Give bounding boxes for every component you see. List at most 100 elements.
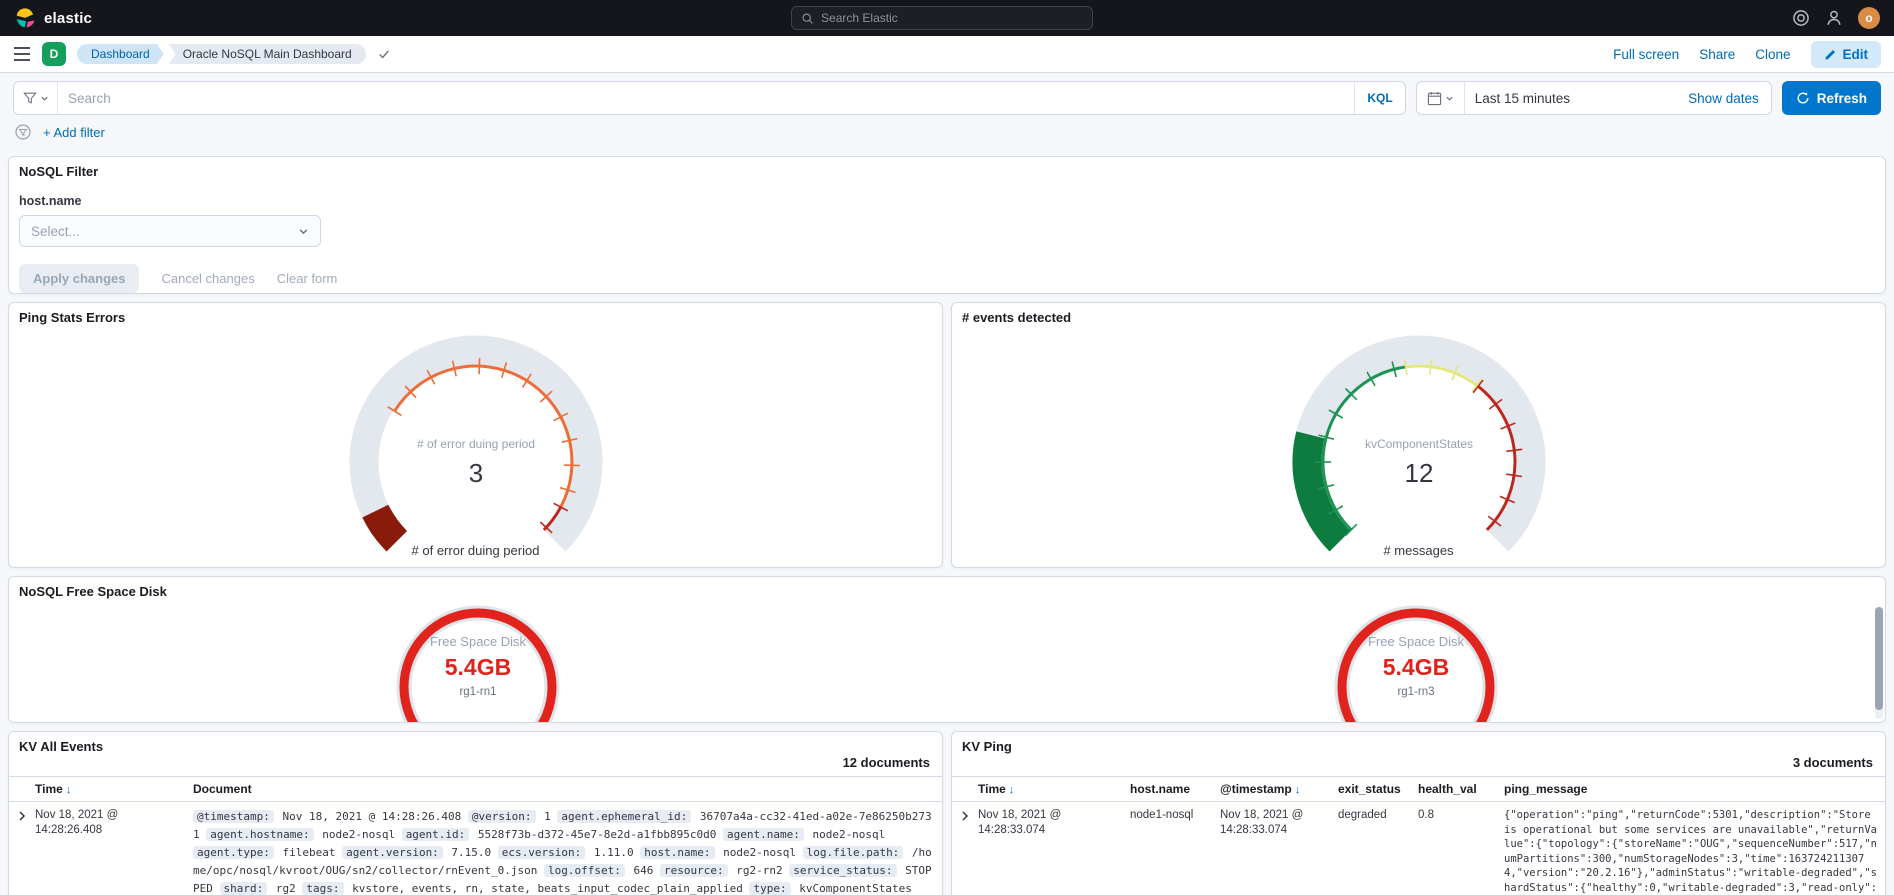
panel-scrollbar[interactable] bbox=[1875, 607, 1883, 719]
dashboard-nav-bar: D Dashboard Oracle NoSQL Main Dashboard … bbox=[0, 36, 1894, 73]
field-name-badge: @timestamp: bbox=[193, 810, 274, 823]
field-name-badge: log.file.path: bbox=[802, 846, 904, 859]
error-gauge-chart: # of error duing period 3 bbox=[349, 335, 602, 552]
gauge-axis-label: # messages bbox=[1383, 543, 1454, 558]
ping-table-row[interactable]: Nov 18, 2021 @ 14:28:33.074 node1-nosql … bbox=[952, 802, 1885, 895]
apply-changes-button[interactable]: Apply changes bbox=[19, 264, 140, 293]
dashboard-grid: NoSQL Filter host.name Select... Apply c… bbox=[0, 148, 1894, 895]
field-name-badge: agent.hostname: bbox=[206, 828, 314, 841]
refresh-icon bbox=[1797, 92, 1809, 104]
column-header-time[interactable]: Time ↓ bbox=[35, 782, 72, 796]
free-space-gauge-chart: Free Space Disk 5.4GB rg1-rn3 bbox=[1334, 605, 1498, 722]
chevron-down-icon bbox=[40, 96, 48, 101]
column-header--timestamp[interactable]: @timestamp ↓ bbox=[1220, 782, 1301, 796]
help-icon[interactable] bbox=[1792, 9, 1810, 27]
share-link[interactable]: Share bbox=[1699, 46, 1736, 62]
field-name-badge: agent.version: bbox=[342, 846, 443, 859]
field-name-badge: agent.type: bbox=[193, 846, 274, 859]
filter-funnel-icon bbox=[22, 92, 37, 104]
svg-text:kvComponentStates: kvComponentStates bbox=[1364, 437, 1472, 451]
exit-status-cell: degraded bbox=[1338, 809, 1387, 821]
field-name-badge: shard: bbox=[219, 882, 268, 895]
events-gauge-chart: kvComponentStates 12 bbox=[1292, 335, 1545, 552]
sort-desc-icon: ↓ bbox=[1294, 784, 1301, 796]
refresh-button[interactable]: Refresh bbox=[1781, 81, 1881, 115]
date-quick-select-button[interactable] bbox=[1417, 82, 1465, 114]
document-cell: @timestamp: Nov 18, 2021 @ 14:28:26.408 … bbox=[193, 810, 932, 895]
table-body: Nov 18, 2021 @ 14:28:26.408 @timestamp: … bbox=[9, 802, 942, 895]
host-name-select[interactable]: Select... bbox=[19, 215, 321, 247]
full-screen-link[interactable]: Full screen bbox=[1613, 46, 1680, 62]
kql-language-button[interactable]: KQL bbox=[1354, 82, 1404, 114]
column-header-health-val: health_val bbox=[1418, 782, 1477, 796]
field-name-badge: host.name: bbox=[640, 846, 715, 859]
elastic-brand[interactable]: elastic bbox=[14, 7, 92, 29]
field-name-badge: ecs.version: bbox=[497, 846, 586, 859]
saved-query-menu-button[interactable] bbox=[14, 82, 58, 114]
gauge-axis-label: # of error duing period bbox=[411, 543, 540, 558]
field-name-badge: agent.name: bbox=[722, 828, 804, 841]
edit-button[interactable]: Edit bbox=[1810, 40, 1881, 68]
search-query-input[interactable]: Search KQL bbox=[13, 81, 1406, 115]
panel-title: Ping Stats Errors bbox=[19, 310, 126, 325]
user-settings-icon[interactable] bbox=[1825, 9, 1843, 27]
scrollbar-thumb[interactable] bbox=[1875, 607, 1883, 711]
field-name-badge: type: bbox=[749, 882, 791, 895]
document-count: 12 documents bbox=[842, 755, 930, 770]
user-avatar[interactable]: o bbox=[1857, 7, 1880, 29]
global-filter-icon[interactable] bbox=[15, 124, 31, 140]
document-table-row[interactable]: Nov 18, 2021 @ 14:28:26.408 @timestamp: … bbox=[9, 802, 942, 895]
time-range-value[interactable]: Last 15 minutes bbox=[1474, 90, 1571, 106]
free-space-gauge: Free Space Disk 5.4GB rg1-rn3 bbox=[947, 600, 1885, 722]
refresh-button-label: Refresh bbox=[1816, 90, 1867, 106]
pencil-icon bbox=[1825, 49, 1835, 59]
brand-name: elastic bbox=[44, 9, 93, 27]
breadcrumb: Dashboard Oracle NoSQL Main Dashboard bbox=[77, 44, 391, 64]
saved-check-icon bbox=[378, 50, 389, 59]
search-placeholder: Search bbox=[68, 90, 111, 106]
panel-title: NoSQL Free Space Disk bbox=[19, 584, 167, 599]
panel-title: KV Ping bbox=[962, 739, 1012, 754]
chevron-right-icon bbox=[19, 811, 26, 821]
chevron-down-icon bbox=[1446, 96, 1453, 101]
date-picker: Last 15 minutes Show dates bbox=[1415, 81, 1772, 115]
add-filter-link[interactable]: + Add filter bbox=[43, 124, 105, 140]
menu-icon[interactable] bbox=[13, 47, 31, 61]
document-count: 3 documents bbox=[1792, 755, 1873, 770]
clone-link[interactable]: Clone bbox=[1755, 46, 1791, 62]
svg-text:5.4GB: 5.4GB bbox=[1383, 654, 1449, 680]
timestamp-cell: Nov 18, 2021 @ 14:28:33.074 bbox=[1220, 809, 1304, 836]
table-header: Time ↓ Document bbox=[9, 776, 942, 802]
breadcrumb-dashboard[interactable]: Dashboard bbox=[77, 44, 164, 64]
column-header-exit-status: exit_status bbox=[1338, 782, 1401, 796]
sort-desc-icon: ↓ bbox=[1008, 784, 1015, 796]
host-name-cell: node1-nosql bbox=[1130, 809, 1194, 821]
panel-title: # events detected bbox=[962, 310, 1072, 325]
global-search-input[interactable]: Search Elastic bbox=[791, 6, 1094, 30]
panel-kv-all-events: KV All Events 12 documents Time ↓ Document… bbox=[8, 731, 943, 895]
free-space-gauge: Free Space Disk 5.4GB rg1-rn1 bbox=[9, 600, 947, 722]
column-header-time[interactable]: Time ↓ bbox=[978, 782, 1015, 796]
cancel-changes-button[interactable]: Cancel changes bbox=[161, 271, 255, 286]
expand-row-button[interactable] bbox=[952, 808, 978, 822]
clear-form-button[interactable]: Clear form bbox=[276, 271, 338, 286]
column-header-document: Document bbox=[193, 782, 252, 796]
time-cell: Nov 18, 2021 @ 14:28:33.074 bbox=[978, 809, 1062, 836]
elastic-logo bbox=[16, 8, 35, 28]
expand-row-button[interactable] bbox=[9, 808, 35, 822]
svg-text:Free Space Disk: Free Space Disk bbox=[430, 634, 527, 649]
field-name-badge: agent.id: bbox=[401, 828, 470, 841]
space-avatar[interactable]: D bbox=[42, 42, 66, 66]
global-header: elastic Search Elastic o bbox=[0, 0, 1894, 36]
time-cell: Nov 18, 2021 @ 14:28:26.408 bbox=[35, 809, 119, 836]
global-search-placeholder: Search Elastic bbox=[821, 11, 898, 25]
show-dates-link[interactable]: Show dates bbox=[1688, 90, 1759, 106]
ping-message-cell: {"operation":"ping","returnCode":5301,"d… bbox=[1504, 809, 1877, 894]
edit-button-label: Edit bbox=[1842, 46, 1869, 62]
health-val-cell: 0.8 bbox=[1418, 809, 1434, 821]
field-name-badge: @version: bbox=[467, 810, 536, 823]
breadcrumb-current-page: Oracle NoSQL Main Dashboard bbox=[168, 44, 366, 64]
panel-kv-ping: KV Ping 3 documents Time ↓ host.name @times… bbox=[951, 731, 1886, 895]
host-name-field-label: host.name bbox=[19, 194, 82, 208]
field-name-badge: service_status: bbox=[789, 864, 897, 877]
